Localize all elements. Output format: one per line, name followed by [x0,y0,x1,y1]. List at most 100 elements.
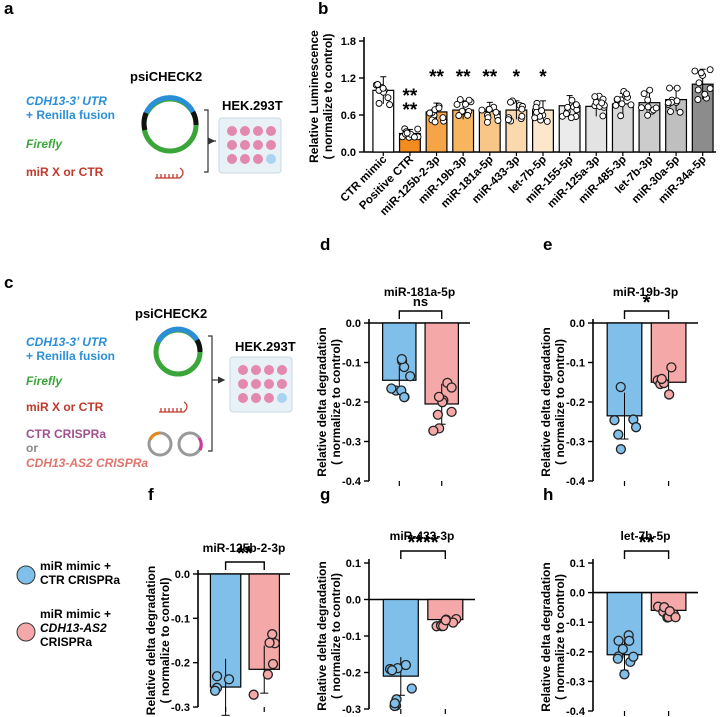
data-point-d [446,382,457,393]
data-point-Positive CTR [414,125,422,133]
significance-label-h: ** [639,532,655,554]
chart-title-d: miR-181a-5p [384,285,455,299]
y-tick-label-h: 0.1 [570,558,585,570]
crispr-or-label: or [26,441,38,455]
data-point-miR-34a-5p [691,67,699,75]
y-tick-label-f: -0.2 [171,658,190,670]
y-tick-label-h: -0.3 [566,676,585,688]
y-tick-label-b: 1.8 [341,36,356,48]
y-tick-label-d: -0.3 [342,437,361,449]
y-tick-label-e: -0.4 [566,476,586,488]
data-point-h [628,651,639,662]
utr-label-line2: + Renilla fusion [26,108,115,122]
panel-letter-f: f [148,485,154,504]
significance-label-e: * [643,292,651,314]
bar-as2-crispra-e [650,322,687,383]
legend-swatch-as2 [16,622,36,642]
panel-a: a psiCHECK2 CDH13-3’ UTR + Renilla fusio… [4,0,283,179]
chart-title-h: let-7b-5p [620,529,670,543]
data-point-f [267,629,278,640]
y-tick-label-g: -0.1 [342,631,361,643]
data-point-let-7b-3p [638,104,645,112]
data-point-let-7b-5p [538,107,546,115]
data-point-f [223,674,235,685]
cell-line-label-c: HEK.293T [235,339,296,354]
y-label-f: Relative delta degradation [144,566,158,715]
significance-let-7b-5p: * [539,67,547,88]
y-tick-label-d: -0.2 [342,397,361,409]
data-point-e [609,415,620,426]
y-tick-label-e: -0.3 [566,437,585,449]
data-point-let-7b-5p [543,117,551,125]
data-point-h [670,612,681,623]
y-tick-label-b: 0.0 [341,147,356,159]
data-point-g [440,615,451,626]
chart-f: f miR-125b-2-3p 0.0 -0.1 -0.2 -0.3 Relative de… [144,485,290,716]
data-point-miR-125b-2-3p [439,114,447,122]
y-label-sub-f: ( normalize to control) [158,577,172,703]
data-point-CTR mimic [379,84,387,92]
data-point-e [656,373,667,385]
data-point-miR-433-3p [507,98,514,106]
y-tick-label-d: -0.1 [342,358,361,370]
y-tick-label-f: 0.0 [175,569,190,581]
y-tick-label-g: -0.3 [342,704,361,716]
data-point-miR-485-3p [623,90,630,98]
mirna-hairpin-icon [155,167,184,179]
data-point-miR-30a-5p [664,99,672,107]
data-point-Positive CTR [403,129,411,137]
data-point-e [630,422,642,433]
data-point-h [619,669,630,680]
data-point-miR-34a-5p [695,79,703,87]
data-point-miR-34a-5p [701,90,709,98]
data-point-d [433,391,445,402]
data-point-d [396,353,407,365]
well-plate-icon [218,117,282,174]
data-point-h [624,635,635,646]
significance-miR-433-3p: * [513,67,521,88]
significance-bracket-e [623,310,670,319]
data-point-miR-34a-5p [694,86,702,94]
data-point-miR-485-3p [618,100,626,108]
well-plate-icon-c [229,356,293,413]
data-point-d [446,406,457,418]
data-point-let-7b-3p [640,90,648,98]
y-label-d: Relative delta degradation [315,327,329,476]
significance-bracket-h [623,550,670,559]
significance-Positive CTR: ** [403,100,418,121]
data-point-CTR mimic [375,99,383,107]
data-point-h [613,635,624,646]
crispra-plasmids-icon [147,431,203,457]
data-point-f [209,685,221,696]
chart-e: e miR-19b-3p 0.0 -0.1 -0.2 -0.3 -0.4 Relative d… [539,235,698,488]
legend-ctr-line2: CTR CRISPRa [40,573,120,587]
chart-g: g miR-433-3p 0.1 0.0 -0.1 -0.2 -0.3 Relative de… [315,485,475,716]
data-point-f [248,689,259,700]
y-label-h: Relative delta degradation [539,562,553,711]
panel-letter-g: g [320,485,330,504]
data-point-Positive CTR [411,133,418,141]
data-point-miR-155-5p [572,101,580,109]
data-point-e [615,381,626,393]
firefly-label-c: Firefly [26,374,63,388]
chart-d: d miR-181a-5p 0.0 -0.1 -0.2 -0.3 -0.4 Relative … [315,235,470,488]
data-point-f [211,671,223,682]
panel-letter-b: b [318,0,328,18]
data-point-CTR mimic [374,81,382,88]
plasmid-label: psiCHECK2 [130,69,202,84]
legend: miR mimic + CTR CRISPRa miR mimic + CDH1… [16,559,120,649]
data-point-miR-34a-5p [706,85,714,93]
plasmid-label-c: psiCHECK2 [135,306,207,321]
y-tick-label-h: -0.2 [566,647,585,659]
legend-ctr-line1: miR mimic + [40,559,111,573]
y-label-b: Relative Luminescence [307,30,321,163]
data-point-d [432,409,444,420]
significance-miR-19b-3p: ** [456,67,471,88]
significance-bracket-f [224,561,265,570]
y-tick-label-b: 0.6 [341,110,356,122]
y-label-sub-b: ( normalize to control) [321,33,335,159]
data-point-g [406,683,417,694]
data-point-miR-155-5p [567,114,575,122]
y-tick-label-h: -0.1 [566,617,585,629]
bracket-connector-c [208,335,213,452]
